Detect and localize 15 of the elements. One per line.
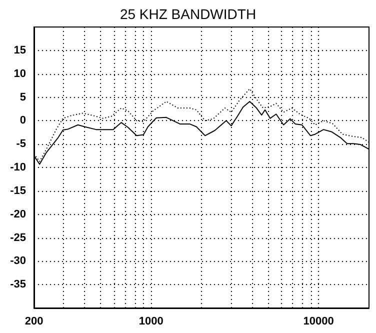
y-tick-label: -20: [10, 208, 26, 220]
y-tick-label: -15: [10, 184, 26, 197]
y-tick-label: 0: [20, 114, 26, 127]
y-tick-label: 5: [20, 91, 26, 104]
x-tick-label: 200: [24, 316, 44, 328]
y-tick-label: -25: [10, 232, 26, 244]
y-tick-label: -30: [10, 255, 26, 268]
y-tick-label: -10: [10, 162, 26, 174]
x-tick-label: 1000: [138, 316, 164, 328]
y-tick-label: 10: [14, 68, 26, 80]
x-tick-label: 10000: [303, 316, 334, 328]
y-tick-label: 15: [14, 44, 26, 56]
y-tick-label: -35: [10, 278, 26, 291]
chart-title: 25 KHZ BANDWIDTH: [120, 6, 256, 22]
y-tick-label: -5: [16, 138, 26, 150]
